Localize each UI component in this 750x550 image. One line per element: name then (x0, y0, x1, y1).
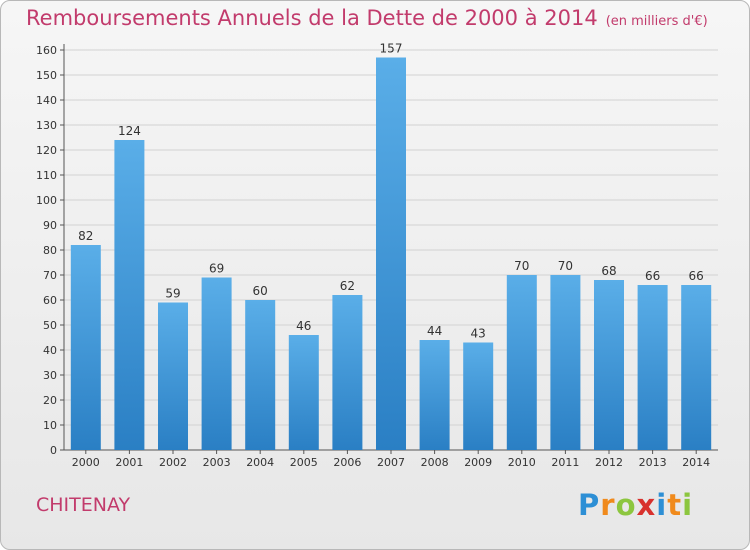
x-tick-label-2003: 2003 (203, 456, 231, 469)
y-tick-label: 90 (43, 219, 57, 232)
data-label-2008: 44 (427, 324, 442, 338)
bars (70, 57, 712, 450)
x-tick-label-2007: 2007 (377, 456, 405, 469)
data-label-2004: 60 (253, 284, 268, 298)
x-tick-label-2002: 2002 (159, 456, 187, 469)
bar-2014 (681, 285, 712, 450)
bar-2010 (506, 275, 537, 450)
bar-2007 (376, 57, 406, 450)
bar-2011 (550, 275, 581, 450)
data-label-2002: 59 (165, 287, 180, 301)
data-label-2003: 69 (209, 262, 224, 276)
data-label-2012: 68 (601, 264, 616, 278)
y-tick-label: 50 (43, 319, 57, 332)
y-tick-label: 30 (43, 369, 57, 382)
bar-2001 (114, 140, 145, 450)
x-tick-label-2004: 2004 (246, 456, 274, 469)
chart-title: Remboursements Annuels de la Dette de 20… (26, 6, 708, 30)
data-label-2010: 70 (514, 259, 529, 273)
x-tick-label-2008: 2008 (421, 456, 449, 469)
x-tick-label-2000: 2000 (72, 456, 100, 469)
y-tick-label: 130 (36, 119, 57, 132)
chart-subtitle: (en milliers d'€) (605, 14, 708, 29)
data-label-2007: 157 (380, 42, 403, 56)
x-tick-label-2014: 2014 (682, 456, 710, 469)
bar-2000 (70, 245, 101, 450)
bar-2013 (637, 285, 668, 450)
x-tick-label-2009: 2009 (464, 456, 492, 469)
bar-2008 (419, 340, 450, 450)
y-tick-label: 60 (43, 294, 57, 307)
data-label-2006: 62 (340, 279, 355, 293)
x-tick-label-2013: 2013 (639, 456, 667, 469)
data-label-2005: 46 (296, 319, 311, 333)
proxiti-logo: Proxiti (578, 488, 694, 522)
x-tick-label-2010: 2010 (508, 456, 536, 469)
data-label-2014: 66 (689, 269, 704, 283)
x-tick-label-2012: 2012 (595, 456, 623, 469)
bar-2004 (245, 300, 276, 450)
data-label-2013: 66 (645, 269, 660, 283)
bar-2002 (158, 302, 188, 450)
y-tick-label: 110 (36, 169, 57, 182)
data-label-2009: 43 (471, 327, 486, 341)
x-tick-label-2006: 2006 (333, 456, 361, 469)
x-tick-label-2005: 2005 (290, 456, 318, 469)
y-tick-label: 0 (50, 444, 57, 457)
y-tick-label: 120 (36, 144, 57, 157)
y-tick-label: 80 (43, 244, 57, 257)
data-label-2001: 124 (118, 124, 141, 138)
y-tick-label: 10 (43, 419, 57, 432)
x-tick-label-2001: 2001 (115, 456, 143, 469)
data-label-2000: 82 (78, 229, 93, 243)
y-tick-label: 150 (36, 69, 57, 82)
x-tick-label-2011: 2011 (551, 456, 579, 469)
y-tick-label: 160 (36, 44, 57, 57)
bar-2009 (463, 342, 494, 450)
y-tick-label: 40 (43, 344, 57, 357)
bar-2006 (332, 295, 363, 450)
city-name: CHITENAY (36, 494, 131, 516)
value-labels: 82 124 59 69 60 46 62 157 44 43 70 70 68 66 66 (78, 42, 704, 341)
chart-title-text: Remboursements Annuels de la Dette de 20… (26, 6, 598, 30)
bar-2005 (288, 335, 319, 450)
y-tick-label: 70 (43, 269, 57, 282)
data-label-2011: 70 (558, 259, 573, 273)
bar-2012 (594, 280, 624, 450)
bar-2003 (201, 277, 232, 450)
y-tick-label: 100 (36, 194, 57, 207)
y-tick-label: 20 (43, 394, 57, 407)
y-tick-label: 140 (36, 94, 57, 107)
